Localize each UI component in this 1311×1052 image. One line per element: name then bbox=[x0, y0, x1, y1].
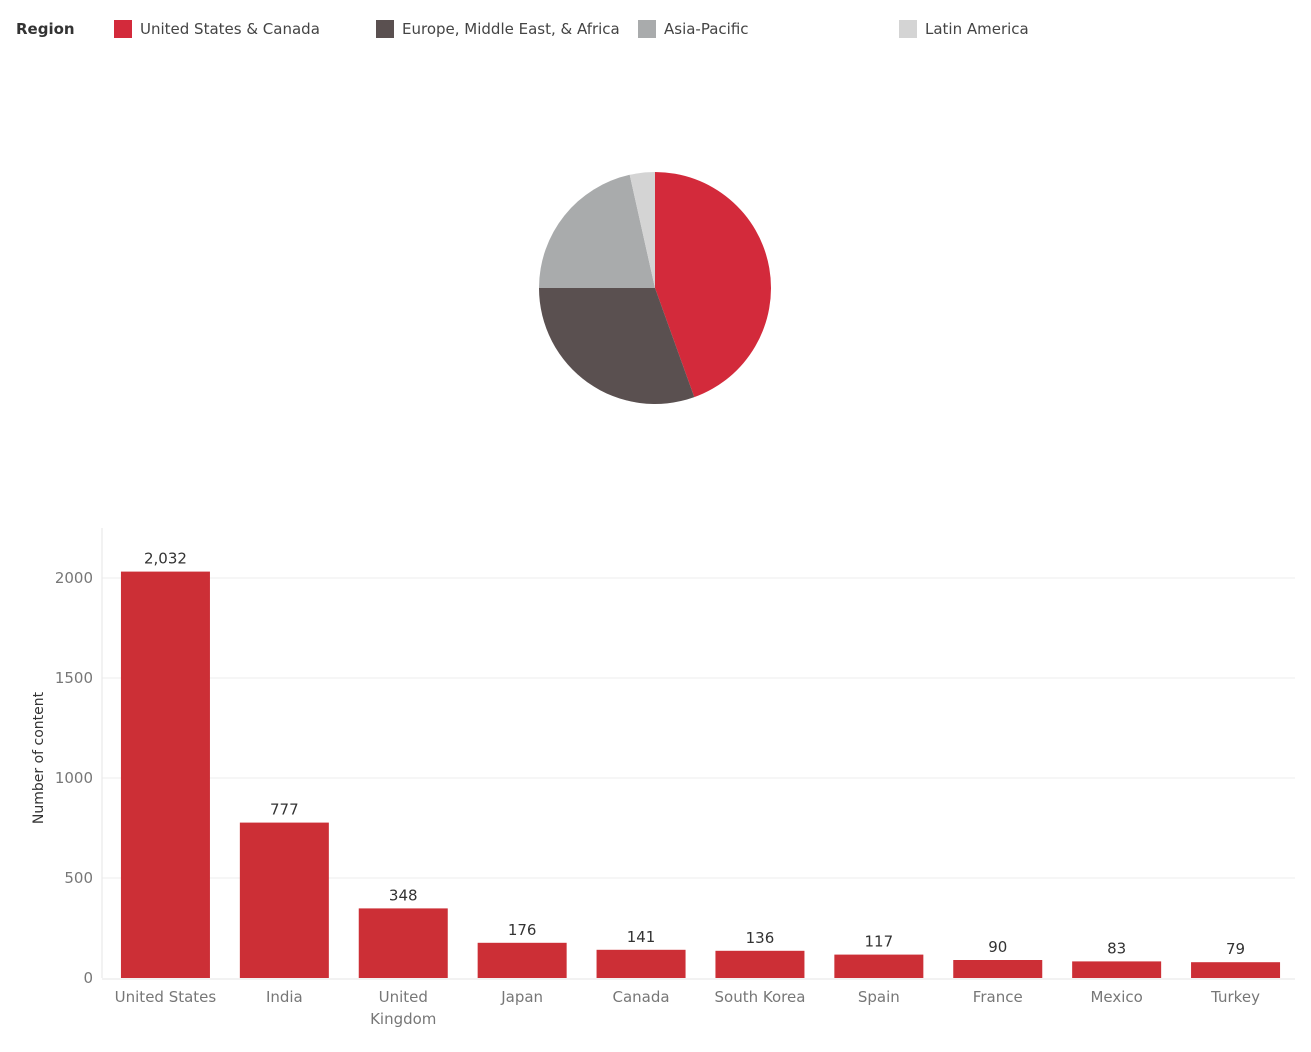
legend: Region United States & Canada Europe, Mi… bbox=[0, 0, 1311, 60]
bar[interactable] bbox=[596, 949, 686, 978]
y-tick-label: 2000 bbox=[55, 569, 93, 587]
bar[interactable] bbox=[834, 954, 924, 978]
pie-slice-united-states-canada[interactable] bbox=[655, 172, 771, 398]
bar[interactable] bbox=[1191, 962, 1281, 978]
legend-item-latin-america[interactable]: Latin America bbox=[899, 19, 1029, 39]
pie-slice-asia-pacific[interactable] bbox=[539, 174, 655, 288]
x-tick-label: Canada bbox=[613, 988, 670, 1006]
x-tick-label: United States bbox=[115, 988, 217, 1006]
x-tick-label: Japan bbox=[500, 988, 543, 1006]
y-tick-label: 0 bbox=[83, 969, 93, 987]
x-tick-label: Mexico bbox=[1090, 988, 1142, 1006]
bar[interactable] bbox=[477, 942, 567, 978]
bar[interactable] bbox=[358, 908, 448, 978]
bar-value-label: 79 bbox=[1226, 940, 1245, 958]
x-tick-label: France bbox=[973, 988, 1023, 1006]
x-tick-label: United bbox=[379, 988, 428, 1006]
y-tick-label: 1000 bbox=[55, 769, 93, 787]
pie-slice-europe-middle-east-africa[interactable] bbox=[539, 288, 695, 404]
bar[interactable] bbox=[715, 950, 805, 978]
bar[interactable] bbox=[239, 822, 329, 978]
bar-value-label: 2,032 bbox=[144, 550, 187, 568]
bar[interactable] bbox=[1072, 961, 1162, 978]
x-tick-label: Kingdom bbox=[370, 1010, 436, 1028]
legend-item-emea[interactable]: Europe, Middle East, & Africa bbox=[376, 19, 620, 39]
legend-title: Region bbox=[16, 20, 75, 38]
y-tick-label: 1500 bbox=[55, 669, 93, 687]
bar-value-label: 136 bbox=[746, 929, 775, 947]
pie-chart bbox=[539, 172, 771, 404]
y-axis-label: Number of content bbox=[31, 691, 47, 824]
x-tick-label: South Korea bbox=[715, 988, 806, 1006]
legend-swatch-latin-america bbox=[899, 20, 917, 38]
bar[interactable] bbox=[953, 960, 1043, 978]
legend-item-us-canada[interactable]: United States & Canada bbox=[114, 19, 320, 39]
bar-value-label: 176 bbox=[508, 921, 537, 939]
legend-label: Latin America bbox=[925, 20, 1029, 38]
bar-value-label: 90 bbox=[988, 938, 1007, 956]
legend-swatch-emea bbox=[376, 20, 394, 38]
bar[interactable] bbox=[120, 571, 210, 978]
bar-value-label: 777 bbox=[270, 801, 299, 819]
pie-chart-container bbox=[0, 160, 1311, 420]
bar-value-label: 348 bbox=[389, 886, 418, 904]
y-tick-label: 500 bbox=[64, 869, 93, 887]
x-tick-label: Turkey bbox=[1210, 988, 1260, 1006]
bar-value-label: 83 bbox=[1107, 939, 1126, 957]
bar-value-label: 117 bbox=[865, 933, 894, 951]
pie-slice-latin-america[interactable] bbox=[629, 172, 655, 288]
bar-value-label: 141 bbox=[627, 928, 656, 946]
x-tick-label: Spain bbox=[858, 988, 900, 1006]
legend-label: Asia-Pacific bbox=[664, 20, 749, 38]
bar-chart: 0 500 1000 1500 2000 Number of content 2,032 Un… bbox=[31, 528, 1295, 1028]
legend-swatch-asia-pacific bbox=[638, 20, 656, 38]
legend-label: Europe, Middle East, & Africa bbox=[402, 20, 620, 38]
x-tick-label: India bbox=[266, 988, 303, 1006]
legend-label: United States & Canada bbox=[140, 20, 320, 38]
bar-chart-container: 0 500 1000 1500 2000 Number of content 2,032 Un… bbox=[0, 520, 1311, 1048]
legend-item-asia-pacific[interactable]: Asia-Pacific bbox=[638, 19, 749, 39]
legend-swatch-us-canada bbox=[114, 20, 132, 38]
